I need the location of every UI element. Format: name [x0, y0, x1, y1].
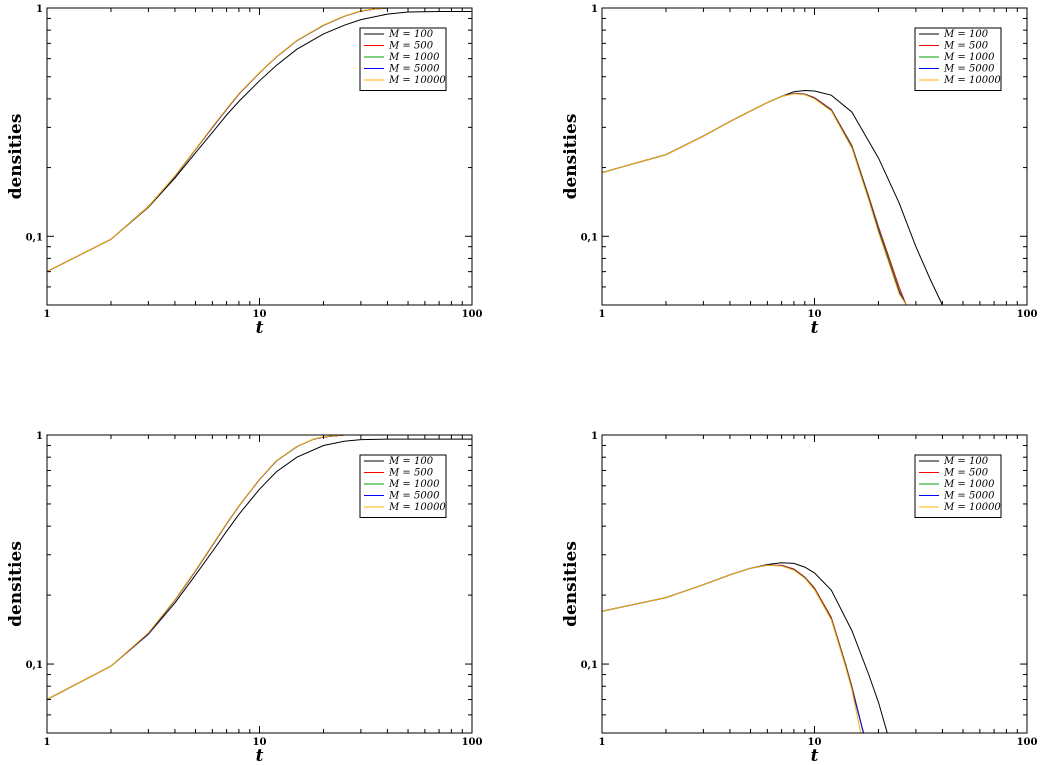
legend-label: M = 5000 [388, 491, 440, 502]
series-line-0 [47, 438, 472, 700]
x-tick-label: 100 [462, 309, 483, 320]
legend-label: M = 500 [943, 468, 989, 479]
legend-label: M = 10000 [943, 75, 1001, 86]
y-axis-title: densities [561, 541, 581, 627]
x-tick-label: 10 [253, 309, 267, 320]
series-line-3 [602, 564, 864, 733]
series-line-0 [602, 562, 888, 733]
series-line-2 [602, 92, 907, 305]
y-tick-label: 0,1 [26, 232, 43, 243]
x-axis-title: t [256, 746, 264, 765]
legend-label: M = 5000 [943, 491, 995, 502]
x-tick-label: 1 [44, 309, 51, 320]
series-line-2 [47, 435, 345, 700]
legend-label: M = 1000 [943, 52, 995, 63]
x-tick-label: 1 [599, 309, 606, 320]
legend-label: M = 1000 [388, 479, 440, 490]
x-tick-label: 100 [462, 737, 483, 748]
y-tick-label: 1 [591, 4, 598, 15]
x-tick-label: 100 [1017, 737, 1038, 748]
y-tick-label: 1 [591, 431, 598, 442]
x-tick-label: 10 [253, 737, 267, 748]
series-line-0 [602, 89, 943, 305]
legend-label: M = 100 [388, 29, 434, 40]
legend-label: M = 5000 [943, 64, 995, 75]
legend-label: M = 1000 [388, 52, 440, 63]
y-axis-title: densities [561, 114, 581, 200]
legend-label: M = 5000 [388, 64, 440, 75]
legend-label: M = 500 [388, 41, 434, 52]
y-tick-label: 1 [36, 431, 43, 442]
series-line-3 [47, 435, 345, 700]
series-group [47, 8, 472, 273]
x-axis-title: t [811, 746, 819, 765]
series-group [602, 89, 943, 305]
y-axis-title: densities [6, 541, 26, 627]
series-line-4 [602, 93, 907, 305]
series-line-2 [602, 564, 864, 733]
y-axis-title: densities [6, 114, 26, 200]
legend-label: M = 1000 [943, 479, 995, 490]
legend-label: M = 100 [943, 29, 989, 40]
y-tick-label: 1 [36, 4, 43, 15]
series-line-2 [47, 8, 388, 273]
y-tick-label: 0,1 [26, 660, 43, 671]
series-line-1 [602, 92, 907, 305]
x-tick-label: 10 [808, 309, 822, 320]
series-line-3 [602, 92, 907, 305]
legend-label: M = 10000 [388, 75, 446, 86]
series-line-1 [47, 435, 345, 700]
series-line-4 [47, 435, 345, 700]
x-axis-title: t [811, 318, 819, 338]
series-line-0 [47, 11, 472, 273]
x-tick-label: 1 [599, 737, 606, 748]
y-tick-label: 0,1 [581, 232, 598, 243]
x-tick-label: 10 [808, 737, 822, 748]
series-line-4 [47, 8, 388, 273]
series-group [602, 562, 888, 733]
legend-label: M = 10000 [388, 502, 446, 513]
legend-label: M = 10000 [943, 502, 1001, 513]
y-tick-label: 0,1 [581, 660, 598, 671]
legend-label: M = 500 [943, 41, 989, 52]
x-axis-title: t [256, 318, 264, 338]
series-line-1 [602, 564, 864, 733]
series-line-4 [602, 564, 862, 733]
x-tick-label: 100 [1017, 309, 1038, 320]
series-line-3 [47, 8, 388, 273]
legend-label: M = 500 [388, 468, 434, 479]
legend-label: M = 100 [943, 456, 989, 467]
series-line-1 [47, 8, 388, 273]
legend-label: M = 100 [388, 456, 434, 467]
series-group [47, 435, 472, 700]
x-tick-label: 1 [44, 737, 51, 748]
